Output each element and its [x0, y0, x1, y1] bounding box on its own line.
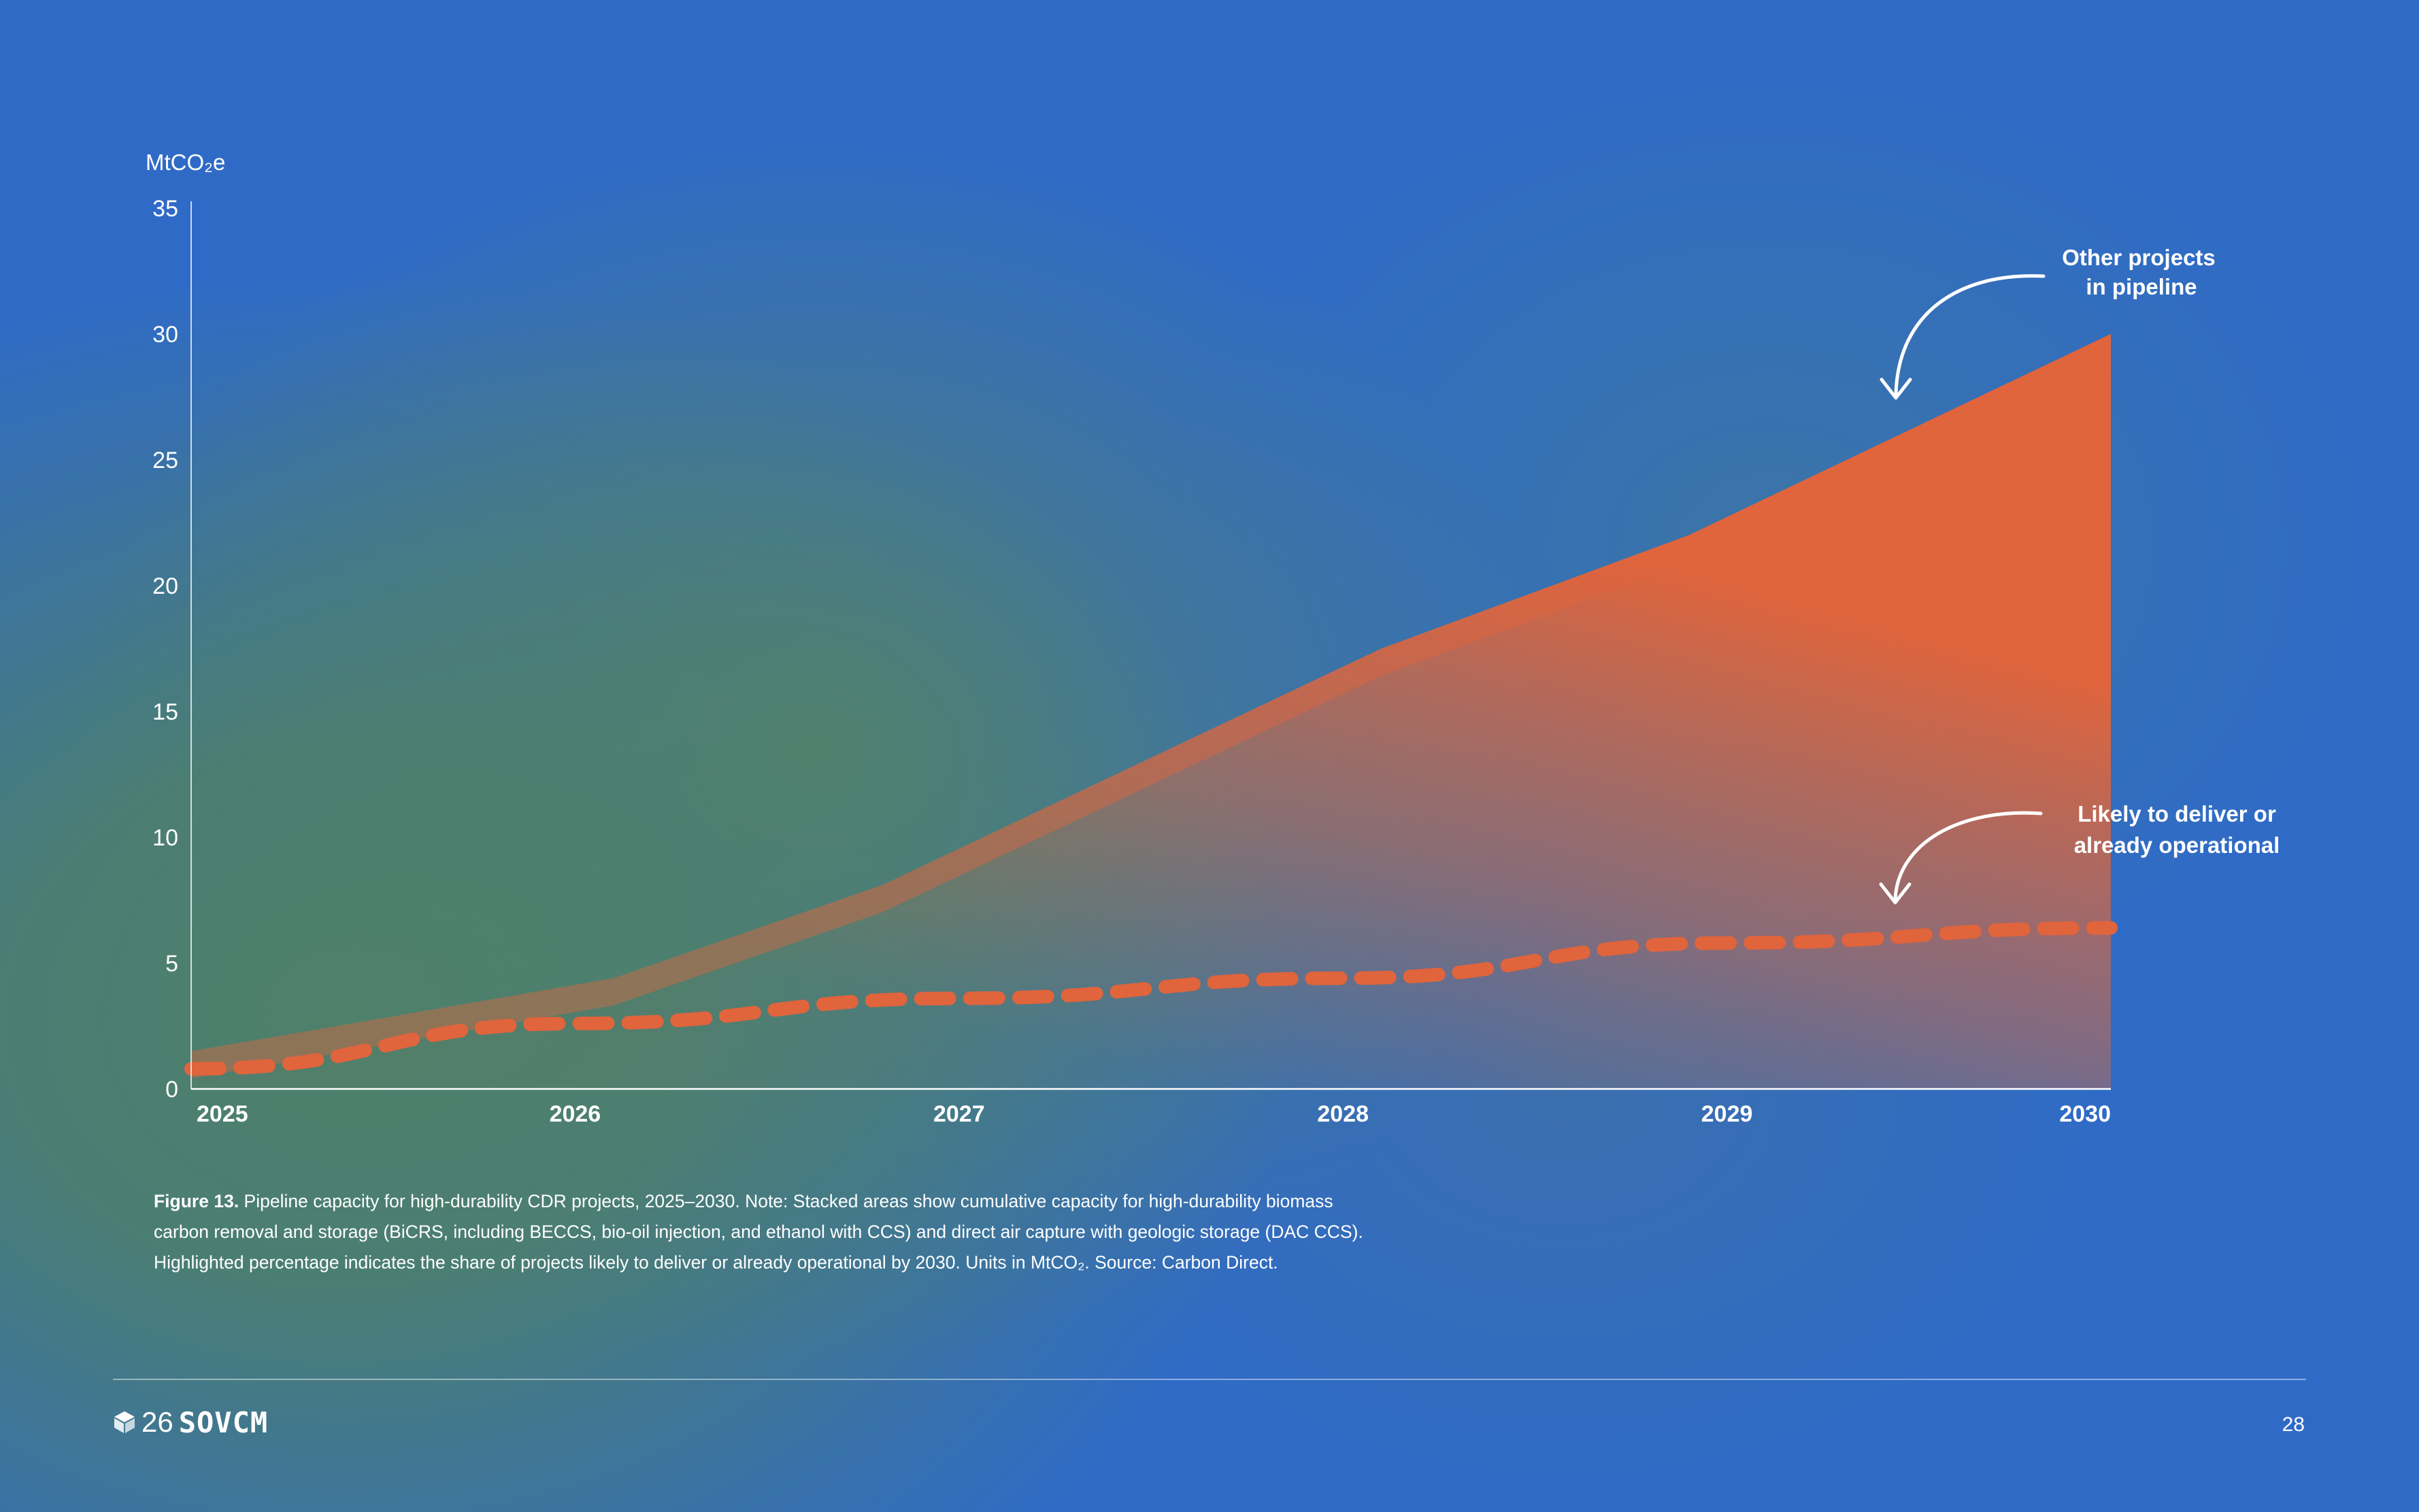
figure-caption: Figure 13. Pipeline capacity for high-du…	[154, 1186, 1548, 1278]
x-tick-label: 2027	[933, 1101, 985, 1127]
area-other-projects	[191, 334, 2111, 1089]
annotation-likely-deliver-line-2: already operational	[2074, 833, 2280, 858]
caption-text-1: Pipeline capacity for high-durability CD…	[239, 1191, 1333, 1211]
caption-line-2: carbon removal and storage (BiCRS, inclu…	[154, 1222, 1363, 1242]
x-tick-label: 2029	[1701, 1101, 1753, 1127]
y-tick-label: 15	[152, 699, 178, 725]
y-tick-label: 5	[165, 951, 178, 977]
x-tick-label: 2025	[197, 1101, 248, 1127]
caption-label: Figure 13.	[154, 1191, 239, 1211]
caption-line-1: Figure 13. Pipeline capacity for high-du…	[154, 1186, 1548, 1217]
x-tick-label: 2028	[1317, 1101, 1369, 1127]
line-likely-to-deliver	[184, 921, 2118, 1076]
annotation-other-projects-line-2: in pipeline	[2086, 274, 2197, 299]
logo-wordmark: SOVCM	[178, 1405, 269, 1439]
annotation-other-projects-line-1: Other projects	[2062, 245, 2216, 270]
footer-divider	[113, 1379, 2306, 1380]
caption-line-3: Highlighted percentage indicates the sha…	[154, 1252, 1278, 1273]
arrowhead-icon	[1880, 377, 1912, 400]
y-tick-label: 0	[165, 1077, 178, 1103]
y-tick-label: 25	[152, 448, 178, 473]
annotation-arrow-curve-icon	[1894, 274, 2046, 397]
y-tick-label: 35	[152, 196, 178, 222]
page-number: 28	[2282, 1413, 2305, 1436]
sovcm-logo: 26 SOVCM	[113, 1405, 268, 1439]
logo-number: 26	[141, 1406, 173, 1438]
y-tick-label: 30	[152, 322, 178, 348]
y-tick-label: 10	[152, 825, 178, 851]
annotation-arrow-curve-icon	[1893, 811, 2043, 901]
annotation-other-projects: Other projects in pipeline	[1880, 245, 2216, 400]
annotation-likely-deliver: Likely to deliver or already operational	[1879, 801, 2280, 905]
x-tick-label: 2026	[550, 1101, 601, 1127]
arrowhead-icon	[1879, 882, 1912, 905]
y-tick-label: 20	[152, 573, 178, 599]
annotation-likely-deliver-line-1: Likely to deliver or	[2078, 801, 2276, 826]
x-tick-label: 2030	[2059, 1101, 2111, 1127]
cube-icon	[114, 1411, 135, 1433]
y-axis-label: MtCO₂e	[146, 150, 225, 175]
